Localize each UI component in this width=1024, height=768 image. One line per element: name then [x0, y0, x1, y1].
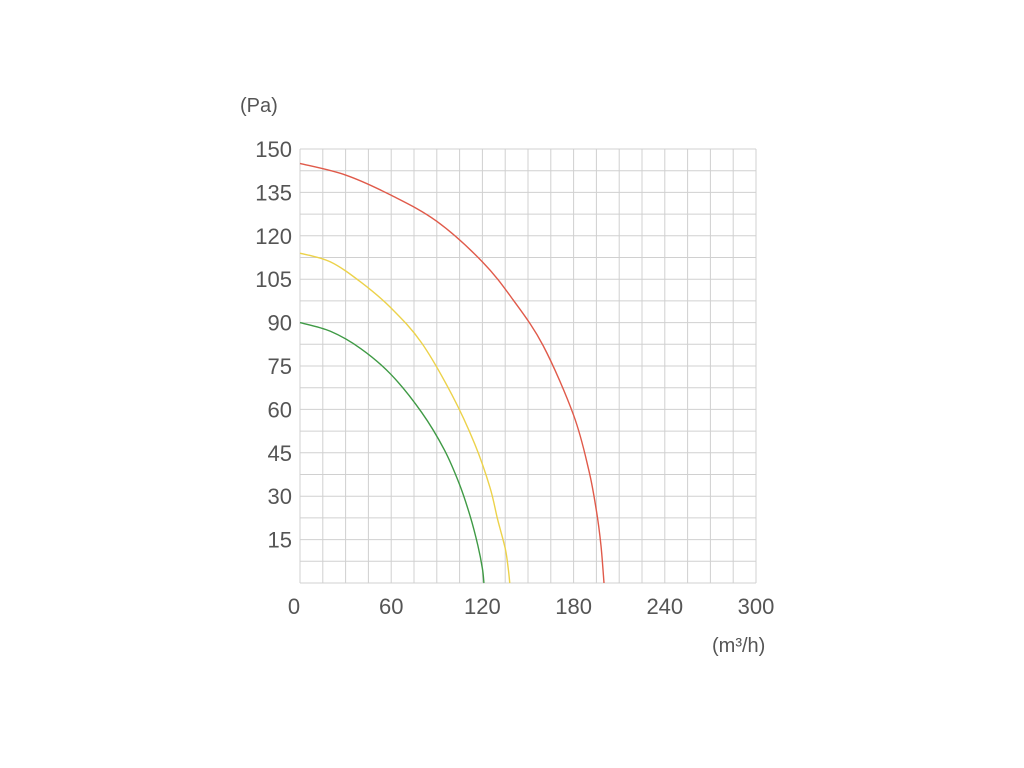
y-tick-label: 135: [255, 180, 292, 205]
y-tick-label: 60: [268, 397, 292, 422]
y-axis-label: (Pa): [240, 95, 278, 117]
chart-curves: [299, 162, 605, 584]
y-tick-label: 75: [268, 354, 292, 379]
x-tick-label: 180: [555, 594, 592, 619]
y-tick-label: 105: [255, 267, 292, 292]
x-axis-label: (m³/h): [712, 635, 765, 657]
chart-tick-labels: 15 30 45 60 75 90 105 120 135 150 0 60 120 180 240 300: [255, 137, 774, 619]
x-tick-label: 0: [288, 594, 300, 619]
x-tick-label: 60: [379, 594, 403, 619]
x-tick-label: 120: [464, 594, 501, 619]
performance-curve-3: [299, 321, 485, 584]
performance-curve-1: [299, 162, 605, 584]
y-tick-label: 120: [255, 224, 292, 249]
x-tick-label: 240: [646, 594, 683, 619]
y-tick-label: 30: [268, 484, 292, 509]
y-tick-label: 45: [268, 441, 292, 466]
y-tick-label: 90: [268, 311, 292, 336]
performance-curve-2: [299, 252, 511, 584]
chart-grid: [299, 148, 757, 584]
x-tick-label: 300: [738, 594, 775, 619]
y-tick-label: 150: [255, 137, 292, 162]
y-tick-label: 15: [268, 528, 292, 553]
